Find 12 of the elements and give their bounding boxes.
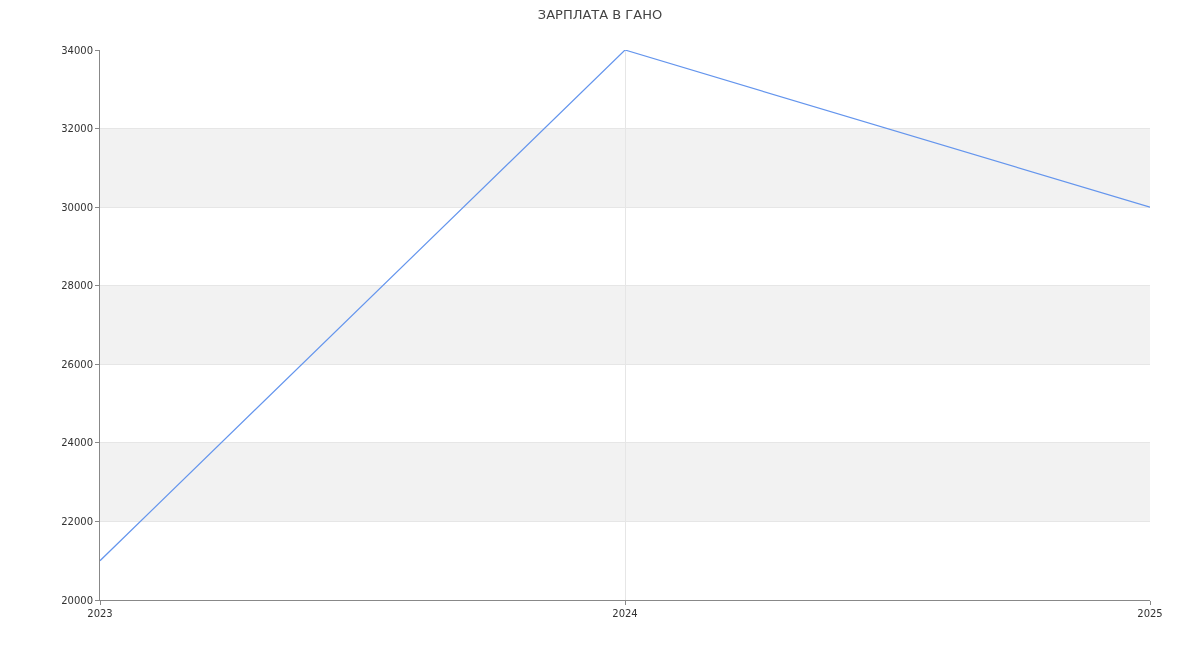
y-tick-label: 20000: [61, 594, 93, 606]
y-tick-label: 28000: [61, 280, 93, 292]
y-tick-label: 26000: [61, 358, 93, 370]
x-tick-label: 2024: [612, 608, 638, 619]
x-tick-label: 2023: [87, 608, 113, 619]
y-tick-label: 22000: [61, 515, 93, 527]
y-tick-label: 30000: [61, 201, 93, 213]
y-tick-label: 34000: [61, 44, 93, 56]
x-tick-label: 2025: [1137, 608, 1163, 619]
chart-title: ЗАРПЛАТА В ГАНО: [537, 6, 663, 22]
y-tick-label: 32000: [61, 123, 93, 135]
y-tick-label: 24000: [61, 437, 93, 449]
